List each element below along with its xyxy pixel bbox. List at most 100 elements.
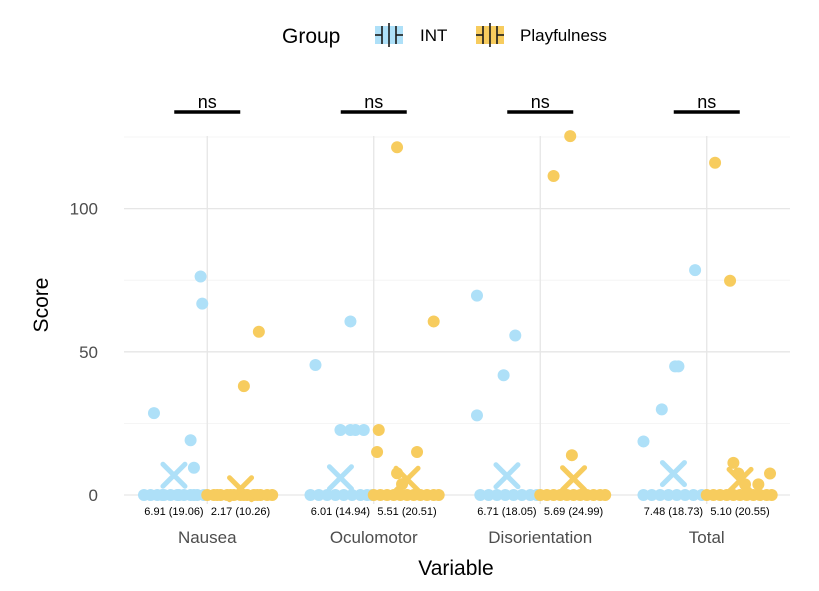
y-tick-label: 100 bbox=[70, 200, 98, 219]
point-playfulness bbox=[547, 169, 560, 182]
point-playfulness bbox=[752, 478, 765, 491]
point-playfulness bbox=[251, 489, 264, 501]
mean-marker-playfulness bbox=[726, 466, 754, 494]
significance-layer: ns ns ns ns bbox=[174, 92, 740, 114]
mean-cross-stroke bbox=[659, 460, 687, 488]
summary-label-playfulness: 5.69 (24.99) bbox=[544, 506, 603, 518]
point-int bbox=[187, 489, 200, 501]
y-axis-ticks: 0 50 100 bbox=[70, 200, 98, 505]
point-int bbox=[474, 489, 487, 501]
significance-label: ns bbox=[531, 92, 550, 112]
point-int bbox=[679, 489, 692, 501]
significance-label: ns bbox=[697, 92, 716, 112]
point-playfulness bbox=[764, 467, 777, 480]
point-int bbox=[187, 461, 200, 474]
point-playfulness bbox=[371, 446, 384, 459]
point-int bbox=[196, 297, 209, 310]
point-int bbox=[507, 489, 520, 501]
point-int bbox=[670, 489, 683, 501]
point-playfulness bbox=[599, 489, 612, 501]
point-int bbox=[184, 434, 197, 447]
point-int bbox=[156, 489, 169, 501]
point-int bbox=[637, 489, 650, 501]
x-tick-label-nausea: Nausea bbox=[178, 528, 237, 547]
point-playfulness bbox=[727, 456, 740, 469]
point-int bbox=[329, 489, 342, 501]
legend-title: Group bbox=[282, 25, 340, 48]
point-int bbox=[509, 329, 522, 342]
grid-lines bbox=[124, 136, 790, 504]
x-tick-label-disorientation: Disorientation bbox=[488, 528, 592, 547]
mean-cross-stroke bbox=[726, 466, 754, 494]
point-int bbox=[346, 489, 359, 501]
mean-marker-playfulness bbox=[393, 465, 421, 493]
points-layer bbox=[137, 130, 778, 501]
point-int bbox=[147, 407, 160, 420]
point-playfulness bbox=[724, 274, 737, 287]
point-int bbox=[497, 369, 510, 382]
legend-label-playfulness: Playfulness bbox=[520, 26, 607, 45]
point-int bbox=[482, 489, 495, 501]
legend: Group INT Playfulness bbox=[282, 23, 607, 48]
point-int bbox=[309, 358, 322, 371]
point-int bbox=[304, 489, 317, 501]
point-int bbox=[344, 315, 357, 328]
mean-cross-stroke bbox=[393, 465, 421, 493]
point-playfulness bbox=[237, 380, 250, 393]
point-int bbox=[645, 489, 658, 501]
point-playfulness bbox=[564, 130, 577, 143]
point-int bbox=[689, 264, 702, 277]
y-tick-label: 0 bbox=[89, 486, 98, 505]
point-int bbox=[172, 489, 185, 501]
summary-label-int: 6.71 (18.05) bbox=[477, 506, 536, 518]
point-playfulness bbox=[411, 446, 424, 459]
point-int bbox=[662, 489, 675, 501]
point-playfulness bbox=[765, 489, 778, 501]
point-int bbox=[672, 360, 685, 373]
point-int bbox=[194, 270, 207, 283]
legend-key-playfulness bbox=[476, 23, 504, 47]
point-playfulness bbox=[211, 489, 224, 501]
summary-label-playfulness: 5.51 (20.51) bbox=[377, 506, 436, 518]
legend-label-int: INT bbox=[420, 26, 447, 45]
summary-label-playfulness: 2.17 (10.26) bbox=[211, 506, 270, 518]
x-tick-label-total: Total bbox=[689, 528, 725, 547]
y-axis-title: Score bbox=[30, 278, 53, 333]
point-int bbox=[349, 423, 362, 436]
point-int bbox=[470, 409, 483, 422]
point-playfulness bbox=[709, 156, 722, 169]
legend-key-int bbox=[375, 23, 403, 47]
point-playfulness bbox=[252, 325, 265, 338]
mean-cross-stroke bbox=[560, 465, 588, 493]
point-int bbox=[357, 423, 370, 436]
point-int bbox=[321, 489, 334, 501]
point-playfulness bbox=[565, 449, 578, 462]
point-int bbox=[654, 489, 667, 501]
mean-marker-int bbox=[160, 461, 188, 489]
mean-marker-int bbox=[659, 460, 687, 488]
point-playfulness bbox=[372, 423, 385, 436]
significance-label: ns bbox=[364, 92, 383, 112]
summary-label-int: 6.01 (14.94) bbox=[311, 506, 370, 518]
summary-label-int: 6.91 (19.06) bbox=[144, 506, 203, 518]
point-playfulness bbox=[266, 489, 279, 501]
y-tick-label: 50 bbox=[79, 343, 98, 362]
x-tick-label-oculomotor: Oculomotor bbox=[330, 528, 418, 547]
mean-cross-stroke bbox=[227, 475, 255, 503]
point-int bbox=[334, 423, 347, 436]
point-int bbox=[687, 489, 700, 501]
significance-label: ns bbox=[198, 92, 217, 112]
mean-cross-stroke bbox=[326, 464, 354, 492]
mean-cross-stroke bbox=[493, 462, 521, 490]
x-axis-ticks: Nausea Oculomotor Disorientation Total bbox=[178, 528, 725, 547]
mean-marker-int bbox=[493, 462, 521, 490]
point-int bbox=[490, 489, 503, 501]
point-int bbox=[637, 435, 650, 448]
summary-label-playfulness: 5.10 (20.55) bbox=[710, 506, 769, 518]
point-int bbox=[515, 489, 528, 501]
mean-marker-playfulness bbox=[560, 465, 588, 493]
mean-cross-stroke bbox=[160, 461, 188, 489]
point-int bbox=[312, 489, 325, 501]
mean-layer bbox=[160, 460, 754, 503]
